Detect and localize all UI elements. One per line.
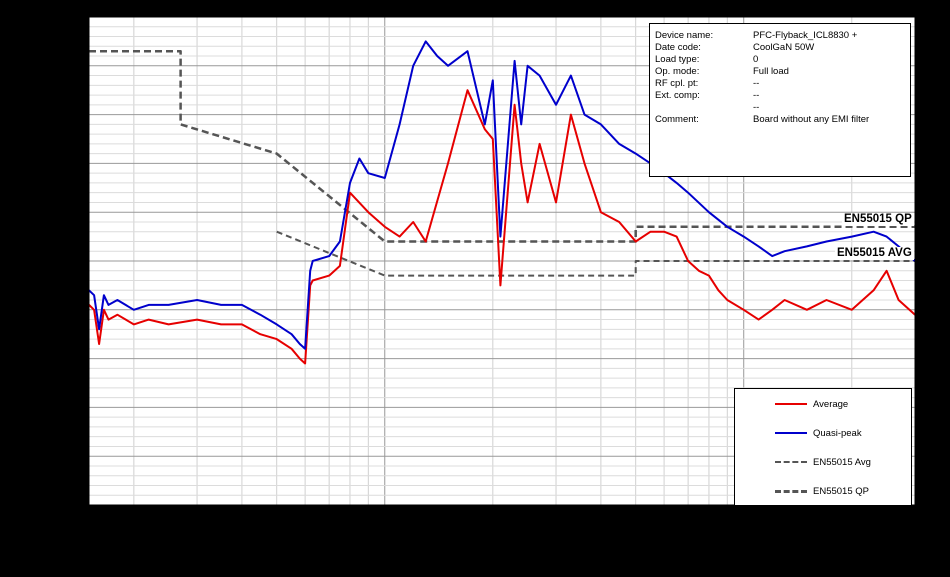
info-row: Device name: PFC-Flyback_ICL8830 + bbox=[655, 30, 910, 42]
info-key: Date code: bbox=[655, 42, 701, 53]
info-row: Op. mode: Full load bbox=[655, 66, 910, 78]
plot-border bbox=[88, 16, 916, 506]
info-key: Comment: bbox=[655, 114, 699, 125]
info-row: Ext. comp: -- bbox=[655, 90, 910, 102]
legend-item-quasi-peak: Quasi-peak bbox=[735, 426, 862, 440]
legend-swatch bbox=[775, 432, 807, 434]
legend-label: Quasi-peak bbox=[813, 427, 862, 439]
info-value: PFC-Flyback_ICL8830 + bbox=[753, 30, 858, 41]
device-info-rows: Device name: PFC-Flyback_ICL8830 + Date co… bbox=[655, 30, 910, 126]
legend-item-en55015-qp: EN55015 QP bbox=[735, 484, 869, 498]
series-line-en55015-qp bbox=[89, 49, 915, 243]
legend-item-average: Average bbox=[735, 397, 848, 411]
info-key: Device name: bbox=[655, 30, 714, 41]
limit-label-en55015-avg: EN55015 AVG bbox=[835, 247, 914, 260]
info-row: Date code: CoolGaN 50W bbox=[655, 42, 910, 54]
series-line-en55015-avg bbox=[276, 230, 915, 277]
info-row: Load type: 0 bbox=[655, 54, 910, 66]
legend-swatch bbox=[775, 403, 807, 405]
legend-item-en55015-avg: EN55015 Avg bbox=[735, 455, 871, 469]
legend-label: EN55015 Avg bbox=[813, 456, 871, 468]
info-value: -- bbox=[753, 78, 760, 89]
info-row: Comment: Board without any EMI filter bbox=[655, 114, 910, 126]
info-value: -- bbox=[753, 102, 760, 113]
limit-label-en55015-qp: EN55015 QP bbox=[842, 212, 914, 226]
info-key: RF cpl. pt: bbox=[655, 78, 699, 89]
info-row: RF cpl. pt: -- bbox=[655, 78, 910, 90]
info-key: Ext. comp: bbox=[655, 90, 700, 101]
legend-label: Average bbox=[813, 398, 849, 410]
info-value: -- bbox=[753, 90, 760, 101]
legend-swatch bbox=[775, 489, 807, 493]
info-key: Load type: bbox=[655, 54, 700, 65]
info-value: 0 bbox=[753, 54, 759, 65]
series-line-average bbox=[88, 89, 916, 365]
info-value: Full load bbox=[753, 66, 789, 77]
series-group bbox=[88, 40, 916, 365]
legend: Average Quasi-peak EN55015 Avg EN55015 QP bbox=[734, 388, 912, 506]
info-value: Board without any EMI filter bbox=[753, 114, 870, 125]
series-line-quasi-peak bbox=[88, 40, 916, 350]
device-info-box: Device name: PFC-Flyback_ICL8830 + Date co… bbox=[649, 23, 911, 177]
info-row: -- bbox=[655, 102, 910, 114]
legend-swatch bbox=[775, 461, 807, 463]
info-key: Op. mode: bbox=[655, 66, 700, 77]
info-key bbox=[655, 102, 753, 114]
info-value: CoolGaN 50W bbox=[753, 42, 815, 53]
legend-label: EN55015 QP bbox=[813, 485, 869, 497]
